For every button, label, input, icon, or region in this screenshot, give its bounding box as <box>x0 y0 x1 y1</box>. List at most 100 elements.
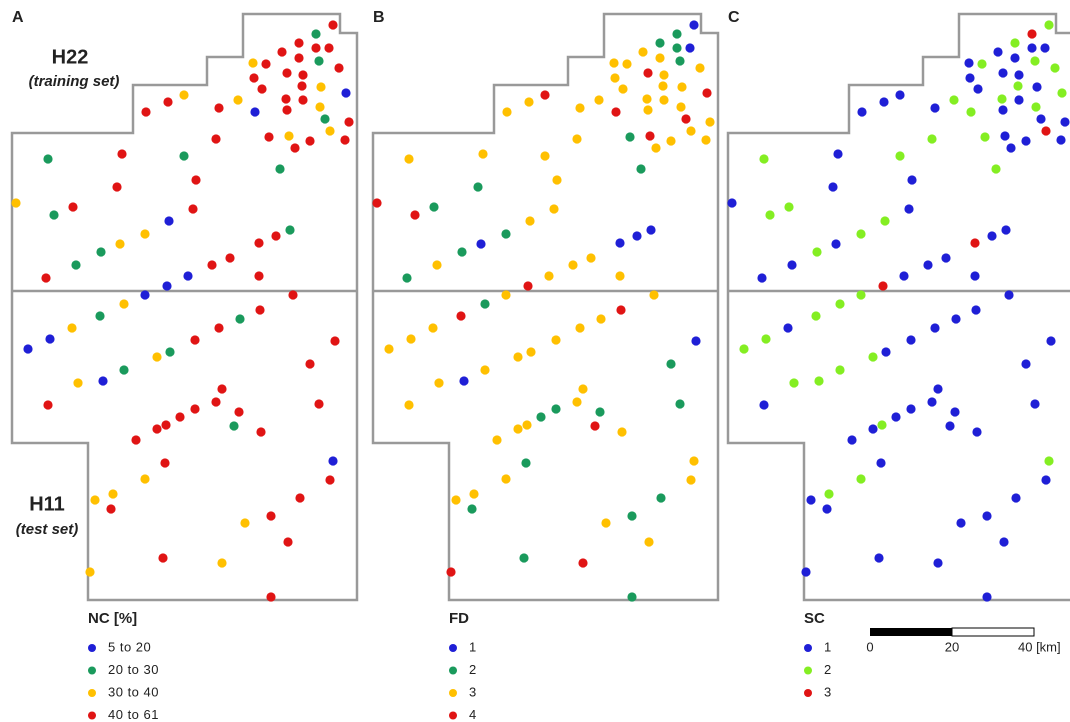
site-point <box>255 305 265 315</box>
site-point <box>941 253 951 263</box>
site-point <box>686 126 696 136</box>
scale-bar: 0 20 40 [km] <box>866 627 1061 654</box>
site-point <box>214 323 224 333</box>
site-point <box>945 421 955 431</box>
site-point <box>266 511 276 521</box>
site-point <box>895 90 905 100</box>
site-point <box>314 399 324 409</box>
site-point <box>540 90 550 100</box>
site-point <box>67 323 77 333</box>
scale-label: 20 <box>945 639 959 654</box>
site-point <box>659 95 669 105</box>
site-point <box>229 421 239 431</box>
site-point <box>610 73 620 83</box>
legend-swatch <box>804 666 812 675</box>
site-point <box>879 97 889 107</box>
site-point <box>655 53 665 63</box>
site-point <box>702 88 712 98</box>
site-point <box>119 299 129 309</box>
site-point <box>572 397 582 407</box>
site-point <box>165 347 175 357</box>
site-point <box>11 198 21 208</box>
site-point <box>404 154 414 164</box>
site-point <box>311 29 321 39</box>
panel-label: C <box>728 9 740 26</box>
site-point <box>655 38 665 48</box>
site-point <box>328 456 338 466</box>
site-point <box>1046 336 1056 346</box>
site-point <box>162 281 172 291</box>
site-point <box>973 84 983 94</box>
site-point <box>282 105 292 115</box>
site-point <box>140 474 150 484</box>
site-point <box>695 63 705 73</box>
site-point <box>970 271 980 281</box>
site-point <box>622 59 632 69</box>
site-point <box>140 290 150 300</box>
site-point <box>161 420 171 430</box>
site-point <box>727 198 737 208</box>
site-point <box>904 204 914 214</box>
site-point <box>676 102 686 112</box>
site-point <box>288 290 298 300</box>
site-point <box>513 424 523 434</box>
site-point <box>1010 38 1020 48</box>
site-point <box>549 204 559 214</box>
site-point <box>344 117 354 127</box>
site-point <box>188 204 198 214</box>
site-point <box>501 290 511 300</box>
site-point <box>615 271 625 281</box>
legend-label: 3 <box>824 684 832 699</box>
site-point <box>686 475 696 485</box>
site-point <box>874 553 884 563</box>
site-point <box>501 474 511 484</box>
site-point <box>325 475 335 485</box>
panel-label: B <box>373 9 385 26</box>
site-point <box>987 231 997 241</box>
site-point <box>295 493 305 503</box>
site-point <box>933 384 943 394</box>
site-point <box>473 182 483 192</box>
site-point <box>645 131 655 141</box>
site-point <box>71 260 81 270</box>
site-point <box>1027 43 1037 53</box>
site-point <box>311 43 321 53</box>
site-point <box>524 97 534 107</box>
site-point <box>636 164 646 174</box>
site-point <box>406 334 416 344</box>
site-point <box>96 247 106 257</box>
site-point <box>235 314 245 324</box>
site-point <box>1044 20 1054 30</box>
site-point <box>568 260 578 270</box>
site-point <box>930 103 940 113</box>
site-point <box>658 81 668 91</box>
site-point <box>115 239 125 249</box>
site-point <box>964 58 974 68</box>
site-point <box>1040 43 1050 53</box>
site-point <box>261 59 271 69</box>
site-point <box>878 281 888 291</box>
site-point <box>572 134 582 144</box>
site-point <box>217 384 227 394</box>
site-point <box>1050 63 1060 73</box>
site-point <box>334 63 344 73</box>
site-point <box>618 84 628 94</box>
map-outline <box>371 12 720 602</box>
site-point <box>615 238 625 248</box>
site-point <box>429 202 439 212</box>
site-point <box>965 73 975 83</box>
scale-label: 0 <box>866 639 873 654</box>
site-point <box>856 229 866 239</box>
site-point <box>540 151 550 161</box>
site-point <box>320 114 330 124</box>
map-panel: B FD1 2 3 4 <box>371 9 720 722</box>
test-set-name: H11 <box>29 493 65 515</box>
site-point <box>644 537 654 547</box>
site-point <box>927 397 937 407</box>
site-point <box>283 537 293 547</box>
site-point <box>211 397 221 407</box>
site-point <box>480 299 490 309</box>
site-point <box>659 70 669 80</box>
site-point <box>812 247 822 257</box>
legend-swatch <box>449 644 457 652</box>
